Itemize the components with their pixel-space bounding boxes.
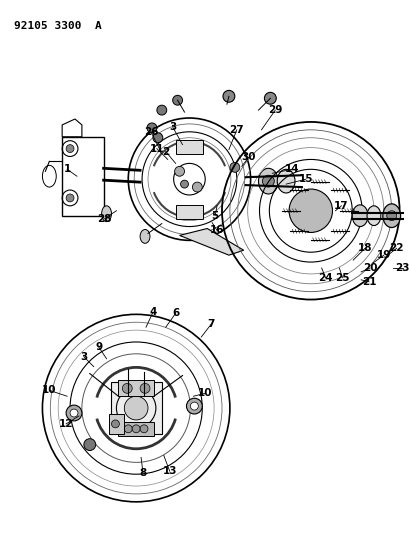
Circle shape <box>263 175 274 187</box>
Bar <box>62 137 103 216</box>
Circle shape <box>157 105 167 115</box>
Circle shape <box>84 439 96 450</box>
Circle shape <box>70 409 78 417</box>
Ellipse shape <box>140 230 150 243</box>
Text: 14: 14 <box>285 164 299 174</box>
Circle shape <box>132 425 140 433</box>
Text: 92105 3300  A: 92105 3300 A <box>14 21 101 31</box>
Ellipse shape <box>258 168 278 194</box>
Circle shape <box>387 211 397 221</box>
Text: 3: 3 <box>80 352 88 362</box>
Circle shape <box>175 166 184 176</box>
Bar <box>118 381 154 396</box>
Text: 22: 22 <box>389 243 404 253</box>
Text: 11: 11 <box>150 143 164 154</box>
Circle shape <box>180 180 189 188</box>
Text: 25: 25 <box>335 273 350 283</box>
Circle shape <box>192 182 202 192</box>
Circle shape <box>66 405 82 421</box>
Text: 8: 8 <box>139 468 147 478</box>
Text: 19: 19 <box>377 250 391 260</box>
Text: 3: 3 <box>169 122 176 132</box>
Text: 17: 17 <box>334 201 349 211</box>
Text: 10: 10 <box>42 385 56 395</box>
Text: 20: 20 <box>363 263 377 273</box>
Circle shape <box>230 163 240 172</box>
Text: 6: 6 <box>172 309 179 318</box>
Circle shape <box>124 425 132 433</box>
Text: 1: 1 <box>63 164 71 174</box>
Text: 18: 18 <box>358 243 372 253</box>
Circle shape <box>66 194 74 202</box>
Text: 23: 23 <box>396 263 409 273</box>
Circle shape <box>265 92 276 104</box>
Circle shape <box>147 123 157 133</box>
Circle shape <box>173 95 182 105</box>
Text: 16: 16 <box>210 225 224 236</box>
Text: 27: 27 <box>229 125 244 135</box>
Text: 13: 13 <box>162 466 177 476</box>
Text: 5: 5 <box>211 211 219 221</box>
Circle shape <box>122 383 132 393</box>
Circle shape <box>289 189 333 232</box>
Ellipse shape <box>383 204 400 228</box>
Circle shape <box>191 402 198 410</box>
Text: 2: 2 <box>162 147 169 157</box>
Text: 26: 26 <box>144 127 158 137</box>
Circle shape <box>153 133 163 143</box>
Circle shape <box>187 398 202 414</box>
Text: 9: 9 <box>95 342 102 352</box>
Circle shape <box>223 91 235 102</box>
Polygon shape <box>62 119 82 137</box>
Bar <box>108 414 124 434</box>
Text: 4: 4 <box>149 308 157 317</box>
Bar <box>175 205 203 219</box>
Circle shape <box>124 396 148 420</box>
Text: 10: 10 <box>198 388 212 398</box>
Ellipse shape <box>277 169 295 193</box>
Text: 7: 7 <box>207 319 215 329</box>
Bar <box>110 383 162 434</box>
Text: 15: 15 <box>299 174 313 184</box>
Text: 29: 29 <box>268 105 283 115</box>
Text: 28: 28 <box>97 214 112 224</box>
Text: 24: 24 <box>318 273 333 283</box>
Polygon shape <box>180 229 244 255</box>
Circle shape <box>112 420 119 428</box>
Text: 12: 12 <box>59 419 73 429</box>
Ellipse shape <box>405 206 409 225</box>
Circle shape <box>66 144 74 152</box>
Bar <box>175 140 203 154</box>
Text: 21: 21 <box>362 277 376 287</box>
Ellipse shape <box>367 206 381 225</box>
Circle shape <box>140 425 148 433</box>
Ellipse shape <box>101 206 112 222</box>
Circle shape <box>140 383 150 393</box>
Text: 30: 30 <box>241 152 256 163</box>
Ellipse shape <box>352 205 368 227</box>
Bar <box>118 422 154 435</box>
